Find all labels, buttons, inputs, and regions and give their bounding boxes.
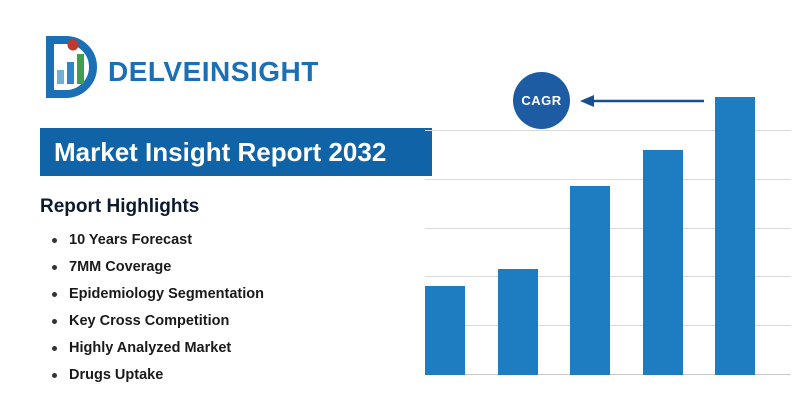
bullet-icon — [52, 318, 57, 324]
bar-group — [425, 75, 755, 375]
report-title-banner: Market Insight Report 2032 — [40, 128, 432, 176]
delveinsight-logo: DELVEINSIGHT — [40, 34, 319, 105]
bar — [425, 286, 465, 375]
highlight-text: Epidemiology Segmentation — [69, 286, 264, 302]
bullet-icon — [52, 345, 57, 351]
highlight-item: Highly Analyzed Market — [40, 340, 420, 356]
bullet-icon — [52, 372, 57, 378]
bullet-icon — [52, 291, 57, 297]
cagr-label: CAGR — [521, 93, 562, 108]
highlight-text: 7MM Coverage — [69, 259, 172, 275]
delveinsight-d-barchart-icon — [40, 34, 102, 105]
highlight-item: 7MM Coverage — [40, 259, 420, 275]
cagr-badge: CAGR — [513, 72, 570, 129]
gridline — [425, 178, 791, 180]
bar — [642, 150, 683, 375]
cagr-arrow-icon — [580, 95, 704, 107]
bullet-icon — [52, 264, 57, 270]
bar — [715, 97, 755, 375]
bar — [570, 186, 610, 375]
logo-wordmark: DELVEINSIGHT — [108, 55, 319, 87]
gridline — [425, 130, 791, 131]
highlights-list: 10 Years Forecast 7MM Coverage Epidemiol… — [40, 232, 420, 383]
highlight-item: Epidemiology Segmentation — [40, 286, 420, 302]
highlight-text: 10 Years Forecast — [69, 232, 193, 248]
highlight-text: Highly Analyzed Market — [69, 340, 232, 356]
report-highlights-section: Report Highlights 10 Years Forecast 7MM … — [40, 196, 420, 394]
highlight-item: Drugs Uptake — [40, 367, 420, 383]
highlight-item: Key Cross Competition — [40, 313, 420, 329]
highlight-item: 10 Years Forecast — [40, 232, 420, 248]
bullet-icon — [52, 237, 57, 243]
highlights-heading: Report Highlights — [40, 196, 200, 217]
highlight-text: Key Cross Competition — [69, 313, 230, 329]
bar — [497, 269, 538, 375]
highlight-text: Drugs Uptake — [69, 367, 164, 383]
report-title: Market Insight Report 2032 — [54, 136, 387, 167]
